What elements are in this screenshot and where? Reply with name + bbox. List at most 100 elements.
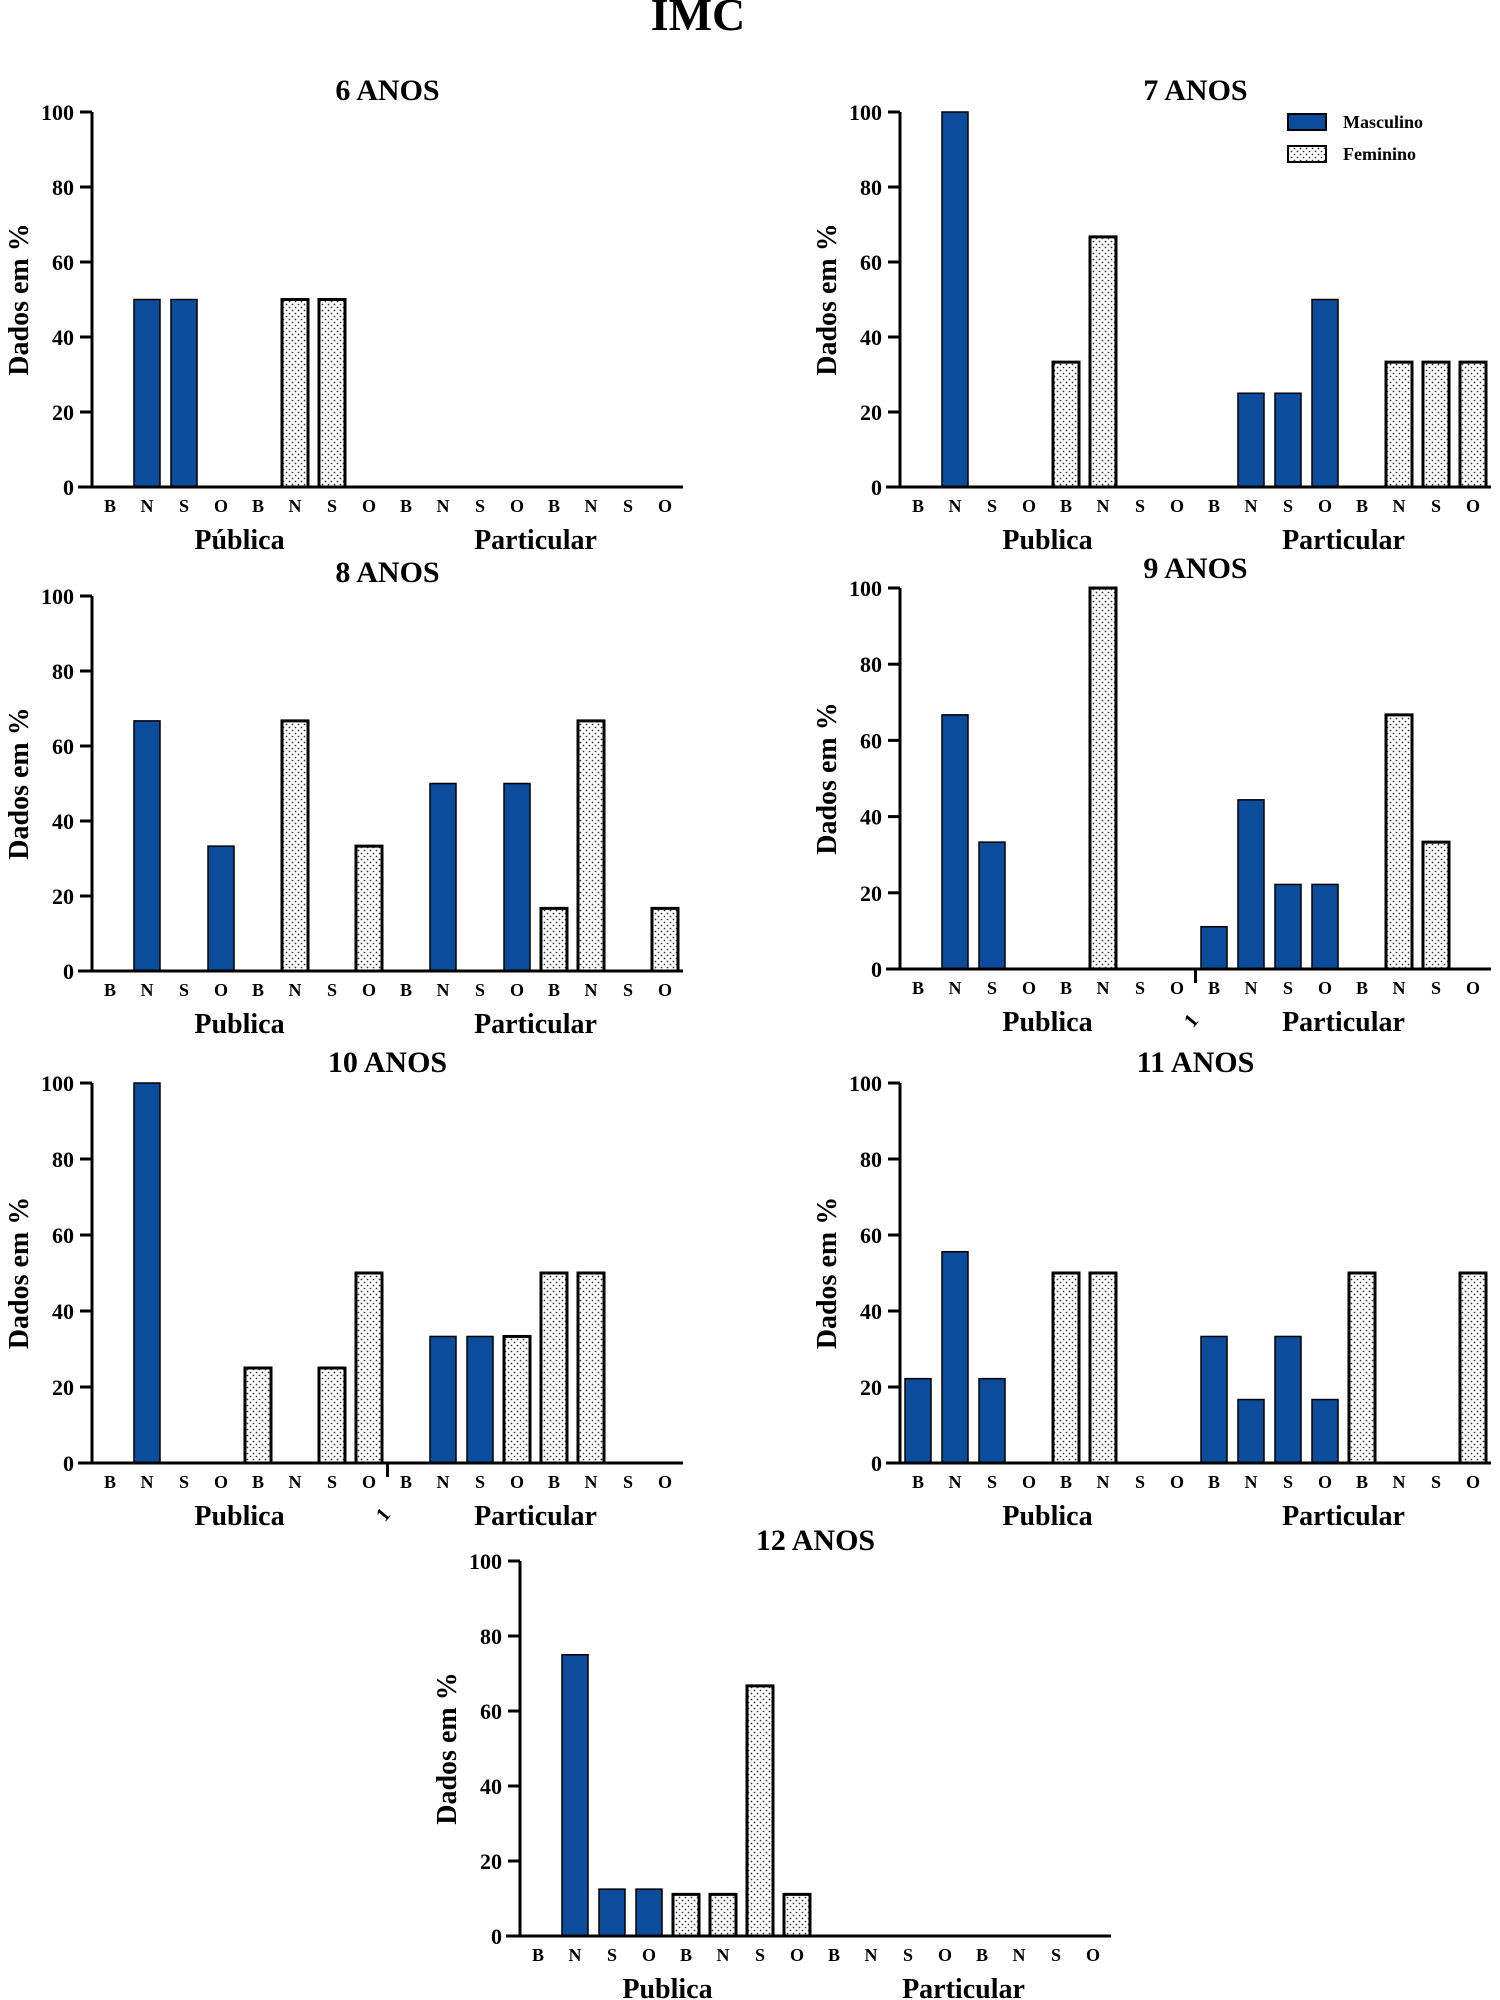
bar-masculino [170,298,198,488]
x-tick-label: B [912,496,924,516]
x-tick-label: N [1097,496,1110,516]
x-tick-label: S [475,496,485,516]
y-tick-label: 20 [52,400,74,425]
legend-swatch-masculino [1287,113,1327,131]
x-tick-label: S [327,496,337,516]
x-tick-label: B [1060,978,1072,998]
x-tick-label: O [214,1472,228,1492]
x-tick-label: B [104,980,116,1000]
legend-label: Masculino [1343,112,1423,132]
group-label: Particular [1282,1007,1405,1038]
x-tick-label: N [1245,496,1258,516]
bar-masculino [978,1377,1006,1464]
y-tick-label: 40 [860,805,882,830]
y-axis-label: Dados em % [812,223,843,375]
x-tick-label: S [623,496,633,516]
legend-swatch-feminino [1287,145,1327,163]
x-tick-label: O [1318,496,1332,516]
x-tick-label: B [548,1472,560,1492]
bar-feminino [745,1684,775,1938]
group-label: Publica [194,1009,284,1040]
bar-feminino [502,1334,532,1465]
x-tick-label: O [1170,496,1184,516]
bar-masculino [133,1082,161,1464]
bar-feminino [1051,360,1081,489]
bar-masculino [1237,799,1265,970]
y-tick-label: 100 [41,584,74,609]
bar-masculino [904,1377,932,1464]
y-tick-label: 100 [41,100,74,125]
bar-masculino [1237,1398,1265,1464]
y-tick-label: 80 [860,1147,882,1172]
bar-feminino [1088,1271,1118,1465]
chart-title: 6 ANOS [335,74,439,107]
x-tick-label: S [987,978,997,998]
x-tick-label: O [1170,1472,1184,1492]
x-tick-label: N [569,1945,582,1965]
chart-title: 7 ANOS [1143,74,1247,107]
x-tick-label: B [1060,496,1072,516]
bar-masculino [429,1335,457,1464]
x-tick-label: N [437,980,450,1000]
y-axis-label: Dados em % [812,702,843,854]
x-tick-label: N [949,978,962,998]
bar-masculino [941,714,969,970]
bar-feminino [1384,360,1414,489]
bar-feminino [539,906,569,973]
bar-feminino [354,844,384,973]
x-tick-label: B [912,978,924,998]
chart-title: 11 ANOS [1137,1046,1255,1079]
x-tick-label: S [1135,1472,1145,1492]
x-tick-label: O [1466,496,1480,516]
bar-feminino [576,719,606,973]
x-tick-label: O [1466,1472,1480,1492]
x-tick-label: B [680,1945,692,1965]
bar-feminino [576,1271,606,1465]
x-tick-label: N [865,1945,878,1965]
chart-1: 7 ANOS 0 20 40 60 80 100 B N S O B N S O B N S O B N S O Public… [812,74,1491,556]
x-tick-label: B [1208,496,1220,516]
y-tick-label: 20 [52,884,74,909]
group-label: Particular [474,1009,597,1040]
y-tick-label: 60 [860,728,882,753]
x-tick-label: N [1393,1472,1406,1492]
y-tick-label: 80 [52,659,74,684]
x-tick-label: O [362,496,376,516]
y-tick-label: 20 [860,400,882,425]
x-tick-label: B [1356,1472,1368,1492]
x-tick-label: N [1013,1945,1026,1965]
x-tick-label: S [327,1472,337,1492]
y-tick-label: 60 [480,1699,502,1724]
x-tick-label: N [585,980,598,1000]
x-tick-label: N [289,496,302,516]
y-tick-label: 40 [52,1299,74,1324]
y-tick-label: 80 [860,652,882,677]
x-tick-label: B [1356,978,1368,998]
x-tick-label: B [252,496,264,516]
bar-masculino [1311,298,1339,488]
x-tick-label: O [658,980,672,1000]
bar-feminino [650,906,680,973]
bar-feminino [1088,586,1118,971]
group-label: Publica [622,1974,712,2000]
bar-feminino [1421,840,1451,971]
bar-feminino [243,1366,273,1465]
group-label: Particular [902,1974,1025,2000]
x-tick-label: N [437,1472,450,1492]
bar-feminino [280,298,310,489]
y-tick-label: 60 [860,250,882,275]
bar-masculino [503,782,531,972]
y-tick-label: 100 [849,576,882,601]
group-label: Publica [1002,1007,1092,1038]
x-tick-label: S [475,1472,485,1492]
chart-title: 9 ANOS [1143,552,1247,585]
x-tick-label: N [949,1472,962,1492]
bar-masculino [941,111,969,488]
x-tick-label: S [179,496,189,516]
bar-masculino [429,782,457,972]
y-tick-label: 40 [860,1299,882,1324]
bar-masculino [133,720,161,972]
bar-feminino [708,1892,738,1938]
bar-masculino [635,1888,663,1937]
